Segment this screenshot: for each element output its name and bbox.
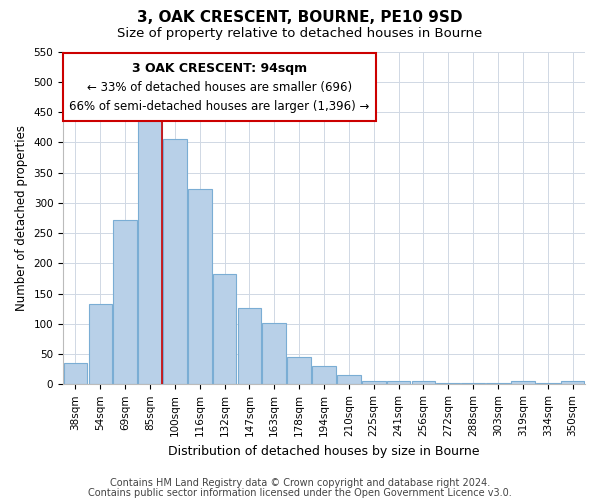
Text: 66% of semi-detached houses are larger (1,396) →: 66% of semi-detached houses are larger (… xyxy=(70,100,370,114)
Bar xyxy=(64,363,87,384)
Bar xyxy=(312,366,336,384)
Bar xyxy=(412,382,435,384)
Bar xyxy=(113,220,137,384)
Bar xyxy=(213,274,236,384)
Bar xyxy=(163,139,187,384)
Text: 3 OAK CRESCENT: 94sqm: 3 OAK CRESCENT: 94sqm xyxy=(132,62,307,76)
Text: Contains public sector information licensed under the Open Government Licence v3: Contains public sector information licen… xyxy=(88,488,512,498)
Bar xyxy=(362,380,386,384)
FancyBboxPatch shape xyxy=(63,53,376,122)
Bar xyxy=(561,382,584,384)
Bar xyxy=(337,374,361,384)
Y-axis label: Number of detached properties: Number of detached properties xyxy=(15,125,28,311)
Bar xyxy=(238,308,261,384)
Bar xyxy=(287,357,311,384)
Bar xyxy=(536,382,560,384)
Text: Contains HM Land Registry data © Crown copyright and database right 2024.: Contains HM Land Registry data © Crown c… xyxy=(110,478,490,488)
Text: 3, OAK CRESCENT, BOURNE, PE10 9SD: 3, OAK CRESCENT, BOURNE, PE10 9SD xyxy=(137,10,463,25)
Bar xyxy=(486,382,510,384)
Bar xyxy=(89,304,112,384)
Text: ← 33% of detached houses are smaller (696): ← 33% of detached houses are smaller (69… xyxy=(87,81,352,94)
Bar xyxy=(138,121,162,384)
Bar xyxy=(461,382,485,384)
Text: Size of property relative to detached houses in Bourne: Size of property relative to detached ho… xyxy=(118,28,482,40)
Bar xyxy=(188,190,212,384)
Bar xyxy=(436,382,460,384)
Bar xyxy=(511,382,535,384)
X-axis label: Distribution of detached houses by size in Bourne: Distribution of detached houses by size … xyxy=(168,444,480,458)
Bar xyxy=(387,382,410,384)
Bar xyxy=(262,322,286,384)
